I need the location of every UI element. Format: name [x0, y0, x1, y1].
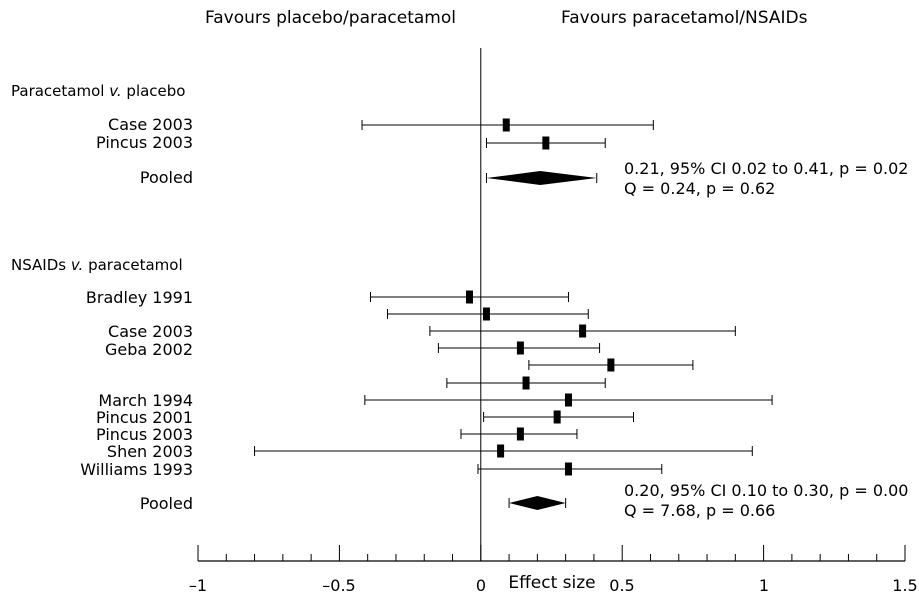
- group-label-paracetamol-v-placebo: Paracetamol v. placebo: [11, 82, 186, 100]
- study-label: Pincus 2003: [96, 133, 193, 152]
- point-estimate-marker: [516, 341, 524, 355]
- point-estimate-marker: [553, 410, 561, 424]
- x-tick-label: 1.5: [892, 576, 918, 595]
- study-label: March 1994: [98, 391, 193, 410]
- x-tick-label: –0.5: [322, 576, 356, 595]
- point-estimate-marker: [564, 462, 572, 476]
- pooled-label: Pooled: [139, 494, 193, 513]
- x-tick-label: 0: [475, 576, 487, 595]
- study-label: Case 2003: [108, 322, 193, 341]
- study-label: Pincus 2001: [96, 408, 193, 427]
- header-favours-left: Favours placebo/paracetamol: [205, 8, 456, 28]
- study-label: Case 2003: [108, 115, 193, 134]
- group-label-nsaids-v-paracetamol: NSAIDs v. paracetamol: [11, 256, 183, 274]
- pooled-label: Pooled: [139, 168, 193, 187]
- point-estimate-marker: [465, 290, 473, 304]
- point-estimate-marker: [482, 307, 490, 321]
- study-label: Bradley 1991: [85, 288, 193, 307]
- point-estimate-marker: [607, 358, 615, 372]
- x-tick-label: 0.5: [609, 576, 635, 595]
- point-estimate-marker: [502, 118, 510, 132]
- pooled-stats-group-1: 0.21, 95% CI 0.02 to 0.41, p = 0.02 Q = …: [624, 159, 908, 199]
- point-estimate-marker: [564, 393, 572, 407]
- point-estimate-marker: [579, 324, 587, 338]
- x-tick-label: –1: [188, 576, 208, 595]
- pooled-stats-group-2: 0.20, 95% CI 0.10 to 0.30, p = 0.00 Q = …: [624, 481, 908, 521]
- point-estimate-marker: [522, 376, 530, 390]
- study-label: Shen 2003: [106, 442, 193, 461]
- pooled-stats-line: 0.20, 95% CI 0.10 to 0.30, p = 0.00: [624, 481, 909, 500]
- heterogeneity-stats-line: Q = 7.68, p = 0.66: [624, 501, 776, 520]
- study-label: Pincus 2003: [96, 425, 193, 444]
- point-estimate-marker: [516, 427, 524, 441]
- heterogeneity-stats-line: Q = 0.24, p = 0.62: [624, 179, 776, 198]
- point-estimate-marker: [542, 136, 550, 150]
- header-favours-right: Favours paracetamol/NSAIDs: [561, 8, 808, 28]
- pooled-stats-line: 0.21, 95% CI 0.02 to 0.41, p = 0.02: [624, 159, 909, 178]
- point-estimate-marker: [497, 444, 505, 458]
- x-tick-label: 1: [758, 576, 770, 595]
- x-axis-label: Effect size: [508, 573, 596, 593]
- pooled-diamond: [486, 171, 597, 185]
- study-label: Geba 2002: [104, 340, 193, 359]
- pooled-diamond: [509, 496, 566, 510]
- study-label: Williams 1993: [80, 460, 193, 479]
